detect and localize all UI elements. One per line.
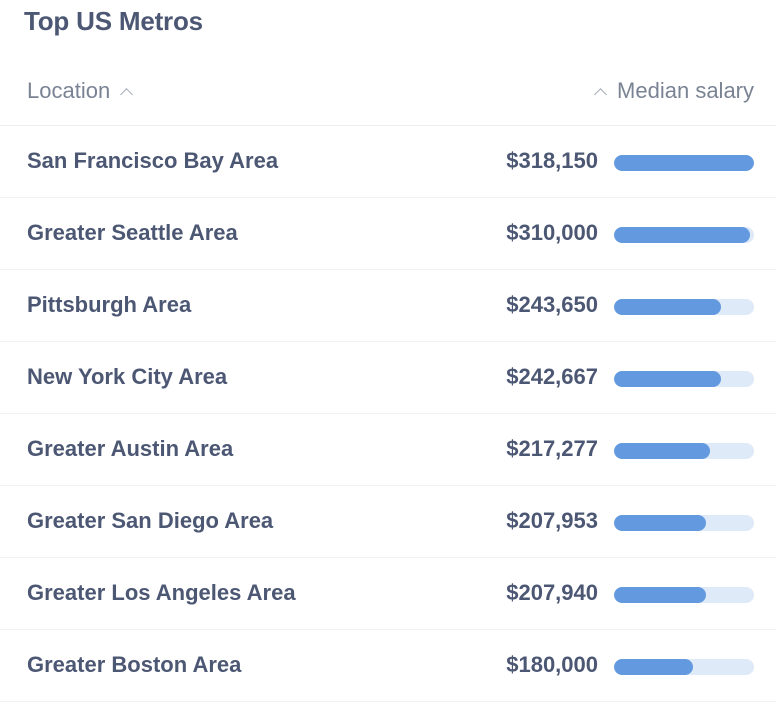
location-cell: Greater San Diego Area xyxy=(27,508,274,533)
location-column-label: Location xyxy=(27,78,111,103)
salary-cell: $207,940 xyxy=(506,580,598,605)
salary-bar-fill xyxy=(614,443,710,459)
location-cell: San Francisco Bay Area xyxy=(27,148,279,173)
salary-column-header[interactable]: Median salary xyxy=(594,78,754,104)
table-row: Pittsburgh Area $243,650 xyxy=(0,270,776,342)
salary-bar xyxy=(614,299,754,315)
location-cell: New York City Area xyxy=(27,364,228,389)
salary-cell: $318,150 xyxy=(506,148,598,173)
salary-bar xyxy=(614,371,754,387)
table-row: Greater Austin Area $217,277 xyxy=(0,414,776,486)
salary-cell: $217,277 xyxy=(506,436,598,461)
table-row: New York City Area $242,667 xyxy=(0,342,776,414)
salary-bar-fill xyxy=(614,659,694,675)
table-header: Location Median salary xyxy=(0,58,776,126)
salary-bar-fill xyxy=(614,371,721,387)
salary-bar xyxy=(614,587,754,603)
table-row: San Francisco Bay Area $318,150 xyxy=(0,126,776,198)
salary-bar-fill xyxy=(614,587,706,603)
location-cell: Greater Seattle Area xyxy=(27,220,238,245)
sort-ascending-icon[interactable] xyxy=(594,87,607,101)
salary-cell: $243,650 xyxy=(506,292,598,317)
salary-bar xyxy=(614,443,754,459)
salary-bar-fill xyxy=(614,299,722,315)
location-cell: Greater Boston Area xyxy=(27,652,242,677)
salary-bar xyxy=(614,659,754,675)
location-cell: Pittsburgh Area xyxy=(27,292,192,317)
salary-bar xyxy=(614,227,754,243)
table-row: Greater Seattle Area $310,000 xyxy=(0,198,776,270)
salary-column-label: Median salary xyxy=(617,78,754,103)
sort-ascending-icon[interactable] xyxy=(120,87,134,101)
salary-bar xyxy=(614,155,754,171)
table-row: Greater San Diego Area $207,953 xyxy=(0,486,776,558)
location-cell: Greater Los Angeles Area xyxy=(27,580,296,605)
salary-bar-fill xyxy=(614,227,751,243)
page-title: Top US Metros xyxy=(24,6,203,36)
salary-bar xyxy=(614,515,754,531)
metro-table: San Francisco Bay Area $318,150 Greater … xyxy=(0,126,776,702)
salary-cell: $242,667 xyxy=(506,364,598,389)
salary-cell: $207,953 xyxy=(506,508,598,533)
location-cell: Greater Austin Area xyxy=(27,436,234,461)
table-row: Greater Los Angeles Area $207,940 xyxy=(0,558,776,630)
salary-bar-fill xyxy=(614,155,754,171)
salary-cell: $180,000 xyxy=(506,652,598,677)
salary-cell: $310,000 xyxy=(506,220,598,245)
table-row: Greater Boston Area $180,000 xyxy=(0,630,776,702)
location-column-header[interactable]: Location xyxy=(27,78,134,104)
salary-bar-fill xyxy=(614,515,706,531)
